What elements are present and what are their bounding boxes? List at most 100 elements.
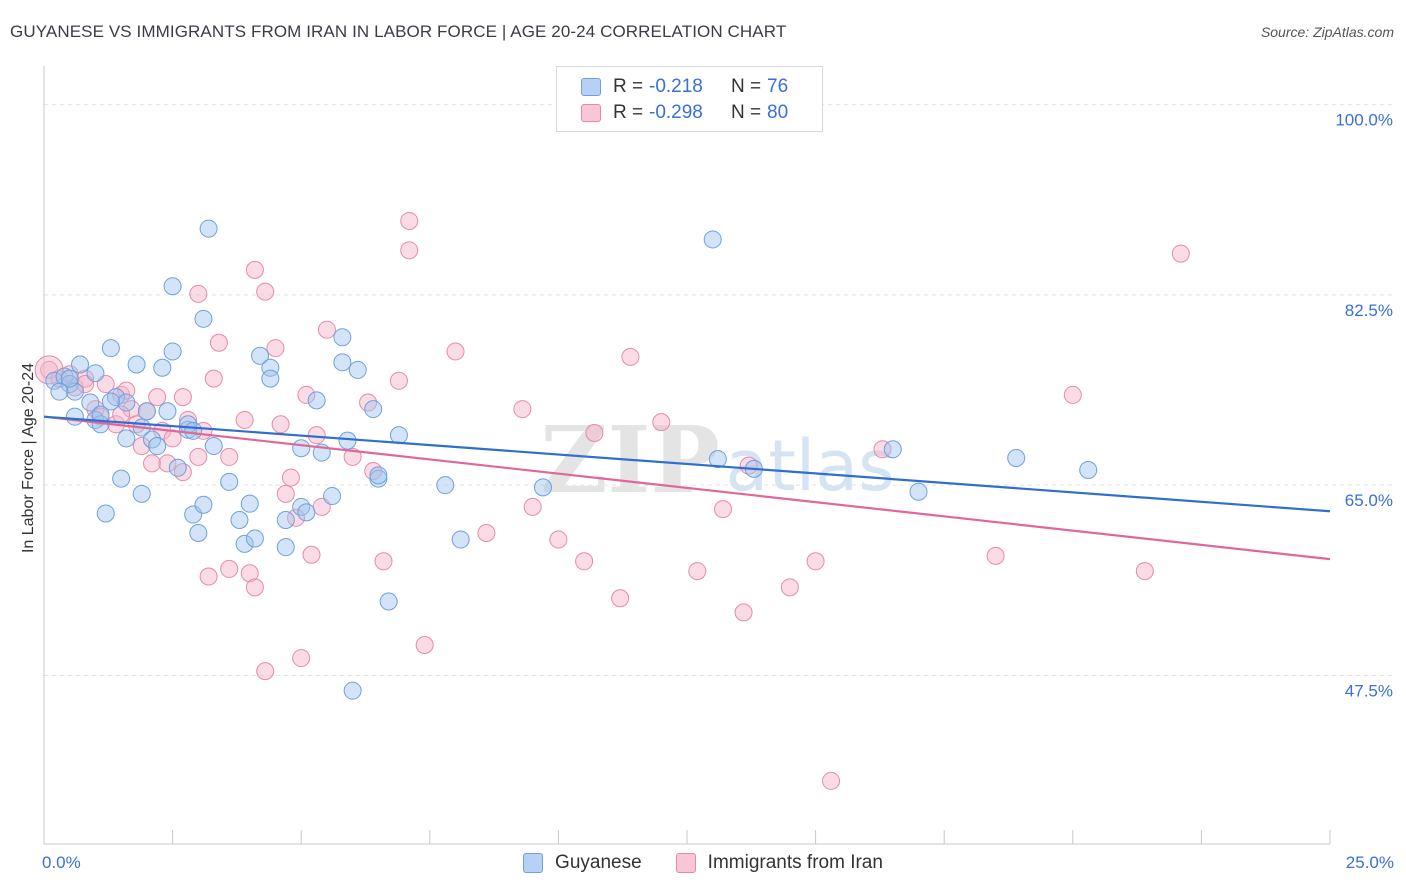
data-point: [1079, 460, 1098, 479]
data-point: [585, 423, 604, 442]
y-axis-label: In Labor Force | Age 20-24: [20, 362, 37, 554]
data-point: [153, 358, 172, 377]
y-tick-label: 47.5%: [1345, 681, 1393, 700]
data-point: [209, 333, 228, 352]
data-point: [297, 503, 316, 522]
data-point: [189, 284, 208, 303]
data-point: [703, 230, 722, 249]
data-point: [240, 564, 259, 583]
data-point: [158, 402, 177, 421]
data-point: [1135, 562, 1154, 581]
data-point: [220, 559, 239, 578]
legend-item-guyanese[interactable]: Guyanese: [523, 852, 642, 874]
data-point: [374, 552, 393, 571]
data-point: [611, 589, 630, 608]
data-point: [60, 369, 79, 388]
series-legend: Guyanese Immigrants from Iran: [0, 852, 1406, 874]
data-point: [734, 603, 753, 622]
legend-swatch-iran: [581, 104, 601, 122]
y-tick-label: 100.0%: [1335, 111, 1393, 130]
legend-r-value: -0.218: [649, 76, 703, 97]
data-point: [189, 447, 208, 466]
data-point: [194, 309, 213, 328]
series-guyanese-points: [45, 219, 1098, 700]
data-point: [348, 360, 367, 379]
data-point: [806, 552, 825, 571]
data-point: [230, 510, 249, 529]
data-point: [204, 369, 223, 388]
data-point: [986, 546, 1005, 565]
data-point: [533, 478, 552, 497]
data-point: [45, 371, 64, 390]
watermark-atlas: atlas: [725, 425, 894, 507]
legend-n-value: 76: [767, 76, 789, 97]
data-point: [323, 487, 342, 506]
legend-r-label: R =: [613, 76, 644, 97]
data-point: [245, 578, 264, 597]
data-point: [333, 353, 352, 372]
data-point: [302, 545, 321, 564]
data-point: [240, 494, 259, 513]
data-point: [199, 567, 218, 586]
data-point: [245, 529, 264, 548]
data-point: [400, 241, 419, 260]
data-point: [822, 771, 841, 790]
data-point: [343, 681, 362, 700]
legend-swatch-guyanese: [523, 853, 544, 873]
data-point: [50, 382, 69, 401]
trend-line-guyanese: [43, 415, 1331, 513]
legend-swatch-guyanese: [581, 78, 601, 96]
data-point: [621, 347, 640, 366]
data-point: [369, 466, 388, 485]
data-point: [143, 454, 162, 473]
data-point: [189, 524, 208, 543]
data-point: [317, 320, 336, 339]
data-point: [132, 437, 151, 456]
data-point: [688, 562, 707, 581]
data-point: [199, 219, 218, 238]
data-point: [446, 342, 465, 361]
data-point: [652, 413, 671, 432]
data-point: [343, 447, 362, 466]
data-point: [117, 429, 136, 448]
data-point: [292, 497, 311, 516]
legend-label-iran: Immigrants from Iran: [707, 852, 883, 873]
data-point: [400, 211, 419, 230]
data-point: [575, 552, 594, 571]
data-point: [256, 282, 275, 301]
data-point: [909, 482, 928, 501]
data-point: [158, 454, 177, 473]
data-point: [714, 500, 733, 519]
trend-line-iran: [43, 415, 1331, 561]
data-point: [477, 524, 496, 543]
y-tick-label: 65.0%: [1345, 491, 1393, 510]
y-tick-label: 82.5%: [1345, 301, 1393, 320]
data-point: [549, 530, 568, 549]
chart-title: GUYANESE VS IMMIGRANTS FROM IRAN IN LABO…: [10, 22, 787, 41]
data-point: [1007, 449, 1026, 467]
data-point: [1171, 244, 1190, 263]
data-point: [163, 277, 182, 296]
data-point: [276, 538, 295, 557]
data-point: [132, 484, 151, 503]
legend-r-value: -0.298: [649, 102, 703, 123]
data-point: [415, 636, 434, 655]
data-point: [873, 440, 892, 459]
data-point: [179, 410, 198, 429]
data-point: [708, 450, 727, 469]
data-point: [292, 649, 311, 668]
data-point: [137, 402, 156, 421]
data-point: [261, 369, 280, 388]
trend-lines: [43, 415, 1331, 561]
data-point: [184, 421, 203, 440]
source-label: Source: ZipAtlas.com: [1260, 24, 1394, 40]
legend-item-iran[interactable]: Immigrants from Iran: [675, 852, 883, 874]
x-tick-label-min: 0.0%: [42, 853, 81, 872]
y-tick-labels: 47.5% 65.0% 82.5% 100.0%: [1335, 111, 1393, 701]
legend-row-iran: R = -0.298 N = 80: [581, 100, 788, 126]
data-point: [513, 400, 532, 419]
data-point: [266, 339, 285, 358]
data-point: [389, 371, 408, 390]
data-point: [194, 495, 213, 514]
data-point: [163, 342, 182, 361]
